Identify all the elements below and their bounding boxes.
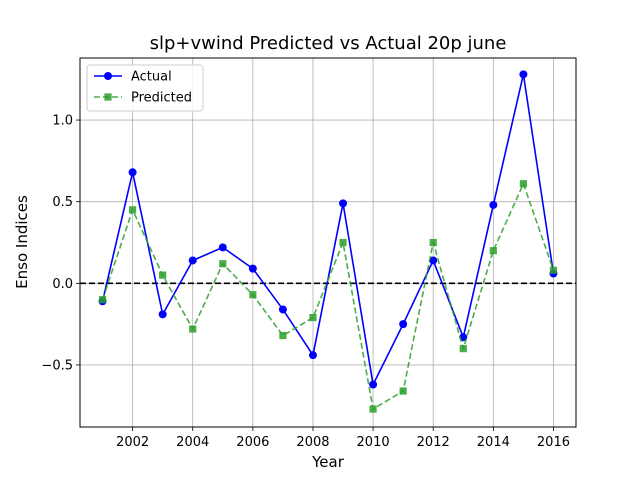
data-point-actual — [308, 351, 317, 360]
data-point-actual — [218, 243, 227, 252]
legend-marker-predicted — [104, 93, 112, 101]
data-point-actual — [489, 200, 498, 209]
data-point-actual — [519, 70, 528, 79]
x-tick-label: 2008 — [296, 435, 329, 450]
y-axis-label: Enso Indices — [13, 195, 31, 289]
data-point-predicted — [429, 238, 437, 247]
x-tick-label: 2012 — [417, 435, 450, 450]
data-point-predicted — [98, 296, 107, 304]
data-point-predicted — [309, 314, 317, 322]
data-point-predicted — [549, 266, 558, 274]
data-point-actual — [278, 305, 287, 314]
data-point-actual — [369, 380, 378, 389]
plot-area-frame — [79, 57, 577, 428]
legend-label-actual: Actual — [131, 70, 172, 85]
x-axis-label: Year — [311, 453, 345, 471]
data-point-predicted — [519, 180, 527, 188]
y-tick-label: 0.0 — [52, 277, 73, 292]
chart-title: slp+vwind Predicted vs Actual 20p june — [150, 33, 507, 54]
data-point-predicted — [399, 387, 407, 395]
data-point-predicted — [159, 271, 167, 279]
data-point-predicted — [219, 260, 227, 268]
data-point-predicted — [339, 238, 347, 247]
data-point-actual — [339, 199, 348, 208]
legend-marker-actual — [104, 72, 112, 80]
x-tick-label: 2016 — [537, 435, 570, 450]
series-line-predicted — [101, 182, 555, 410]
data-point-predicted — [129, 206, 137, 214]
data-point-actual — [248, 264, 257, 273]
x-tick-label: 2004 — [176, 435, 209, 450]
data-point-actual — [128, 168, 137, 177]
x-tick-label: 2014 — [477, 435, 510, 450]
x-tick-label: 2010 — [357, 435, 390, 450]
data-point-actual — [399, 320, 408, 329]
data-point-predicted — [249, 291, 257, 299]
x-tick-label: 2006 — [236, 435, 269, 450]
data-point-predicted — [459, 345, 467, 353]
ticks: 2002 2004 2006 2008 2010 2012 2014 2016 −0.5 0.0 0… — [41, 114, 570, 450]
data-point-predicted — [369, 405, 377, 413]
data-point-actual — [158, 310, 167, 319]
y-tick-label: 1.0 — [52, 114, 73, 129]
y-tick-label: 0.5 — [52, 195, 73, 210]
legend: Actual Predicted — [86, 64, 204, 112]
data-point-predicted — [279, 331, 287, 340]
data-point-predicted — [489, 247, 497, 255]
data-point-predicted — [189, 325, 197, 333]
legend-label-predicted: Predicted — [131, 91, 192, 106]
y-tick-label: −0.5 — [41, 358, 73, 373]
series-layer — [98, 70, 558, 413]
x-tick-label: 2002 — [116, 435, 149, 450]
data-point-actual — [429, 256, 438, 265]
data-point-actual — [188, 256, 197, 265]
